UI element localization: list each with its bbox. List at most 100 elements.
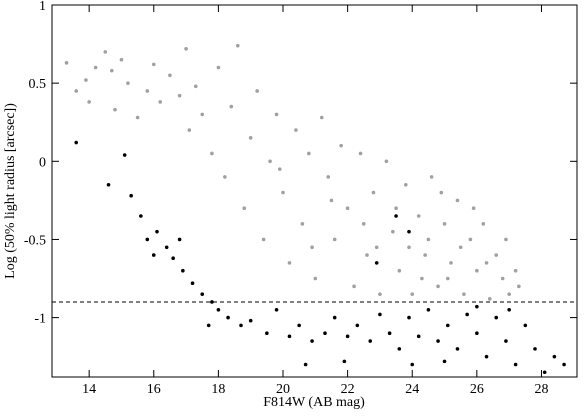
point [342,359,347,364]
point [177,93,182,98]
point [177,237,182,242]
point [533,347,537,351]
point [475,304,479,309]
point [368,339,373,343]
point [374,261,379,265]
point [326,175,331,179]
point [281,190,285,195]
point [151,62,156,67]
point [93,65,98,70]
y-tick-label: 0 [39,155,46,170]
point [471,206,476,210]
point [542,370,547,375]
x-tick-label: 14 [82,382,96,397]
point [494,315,499,320]
point [507,292,511,296]
point [277,167,282,171]
point [164,245,169,250]
point [206,323,211,328]
point [193,84,198,89]
point [507,307,511,312]
point [361,222,366,226]
point [200,112,205,117]
point [229,104,234,109]
point [416,214,421,218]
point [74,89,79,93]
point [397,347,402,351]
point [122,153,127,157]
point [310,339,314,343]
point [523,323,528,328]
point [513,362,518,367]
point [294,128,298,132]
y-tick-label: -0.5 [24,233,46,248]
point [374,245,379,250]
point [261,237,266,242]
point [135,115,140,120]
point [378,312,382,317]
point [403,182,408,187]
point [426,307,431,312]
point [407,229,411,234]
point [310,245,314,250]
point [410,292,415,296]
point [442,359,447,364]
point [442,222,447,226]
point [287,261,292,265]
point [332,315,337,320]
point [323,331,327,336]
point [151,253,156,257]
point [468,237,473,242]
point [74,140,79,145]
point [210,300,214,304]
point [226,315,230,320]
point [436,284,440,289]
x-tick-label: 28 [534,382,548,397]
point [416,334,421,339]
point [500,276,505,281]
point [423,253,427,257]
point [184,46,188,51]
point [129,193,133,198]
point [455,198,460,203]
point [449,261,453,265]
point [216,65,221,70]
point [345,334,350,339]
point [475,268,479,273]
point [407,245,411,250]
point [216,307,221,312]
y-tick-label: 1 [39,0,46,14]
point [297,323,301,328]
y-tick-label: -1 [34,312,46,327]
point [429,175,434,179]
point [103,50,108,54]
x-tick-label: 24 [405,382,419,397]
point [455,347,460,351]
point [126,81,130,85]
point [365,253,369,257]
point [87,100,91,104]
point [394,206,398,210]
point [562,362,566,367]
point [187,128,192,132]
point [445,276,450,281]
x-tick-label: 16 [147,382,161,397]
point [458,245,463,250]
point [358,151,363,156]
point [465,312,469,317]
point [481,222,486,226]
point [265,331,269,336]
point [119,57,124,62]
point [248,136,253,140]
point [391,229,395,234]
point [139,214,143,218]
point [436,339,440,343]
point [494,253,499,257]
point [462,292,466,296]
point [181,268,185,273]
point [235,43,240,48]
point [371,190,376,195]
point [113,107,117,112]
point [384,159,389,164]
point [303,362,308,367]
